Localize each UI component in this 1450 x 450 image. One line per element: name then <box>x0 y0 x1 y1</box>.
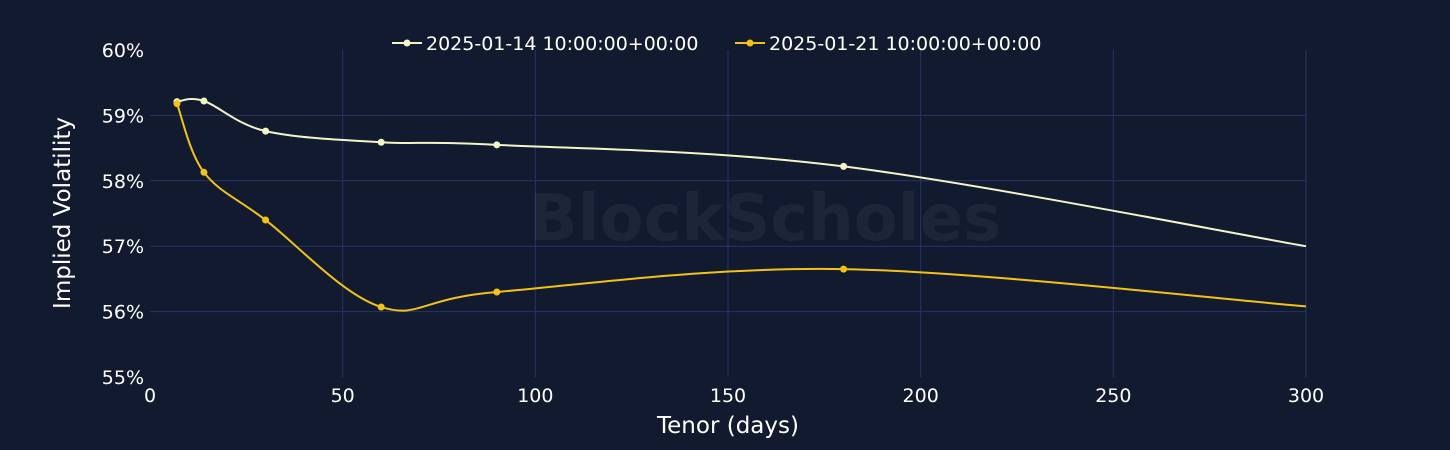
series-2 <box>173 100 1307 312</box>
legend-marker-swatch <box>746 39 754 47</box>
data-point[interactable] <box>377 138 385 146</box>
y-tick-label: 56% <box>102 302 144 324</box>
legend-label: 2025-01-21 10:00:00+00:00 <box>769 33 1041 55</box>
x-axis-title: Tenor (days) <box>656 413 799 439</box>
data-point[interactable] <box>200 97 208 105</box>
y-axis-title: Implied Volatility <box>50 117 76 309</box>
x-tick-label: 250 <box>1095 385 1131 407</box>
x-tick-label: 200 <box>903 385 939 407</box>
data-point[interactable] <box>173 100 181 108</box>
series-line <box>176 103 1307 312</box>
legend-item[interactable]: 2025-01-21 10:00:00+00:00 <box>735 33 1041 55</box>
y-tick-label: 59% <box>102 105 144 127</box>
y-tick-label: 58% <box>102 171 144 193</box>
data-point[interactable] <box>493 141 501 149</box>
legend-item[interactable]: 2025-01-14 10:00:00+00:00 <box>392 33 698 55</box>
x-tick-label: 0 <box>144 385 156 407</box>
data-point[interactable] <box>840 162 848 170</box>
x-axis-ticks: 0 50 100 150 200 250 300 <box>144 385 1324 407</box>
grid <box>150 50 1307 377</box>
legend-label: 2025-01-14 10:00:00+00:00 <box>426 33 698 55</box>
x-tick-label: 50 <box>331 385 355 407</box>
y-tick-label: 57% <box>102 236 144 258</box>
watermark: BlockScholes <box>529 182 1001 256</box>
data-point[interactable] <box>262 127 270 135</box>
x-tick-label: 150 <box>710 385 746 407</box>
y-tick-label: 55% <box>102 367 144 389</box>
x-tick-label: 100 <box>517 385 553 407</box>
y-axis-ticks: 55% 56% 57% 58% 59% 60% <box>102 40 144 389</box>
data-point[interactable] <box>493 288 501 296</box>
legend-marker-swatch <box>403 39 411 47</box>
legend: 2025-01-14 10:00:00+00:00 2025-01-21 10:0… <box>392 33 1041 55</box>
data-point[interactable] <box>262 216 270 224</box>
data-point[interactable] <box>840 265 848 273</box>
data-point[interactable] <box>200 168 208 176</box>
data-point[interactable] <box>377 303 385 311</box>
series-layer <box>173 97 1307 312</box>
x-tick-label: 300 <box>1288 385 1324 407</box>
y-tick-label: 60% <box>102 40 144 62</box>
